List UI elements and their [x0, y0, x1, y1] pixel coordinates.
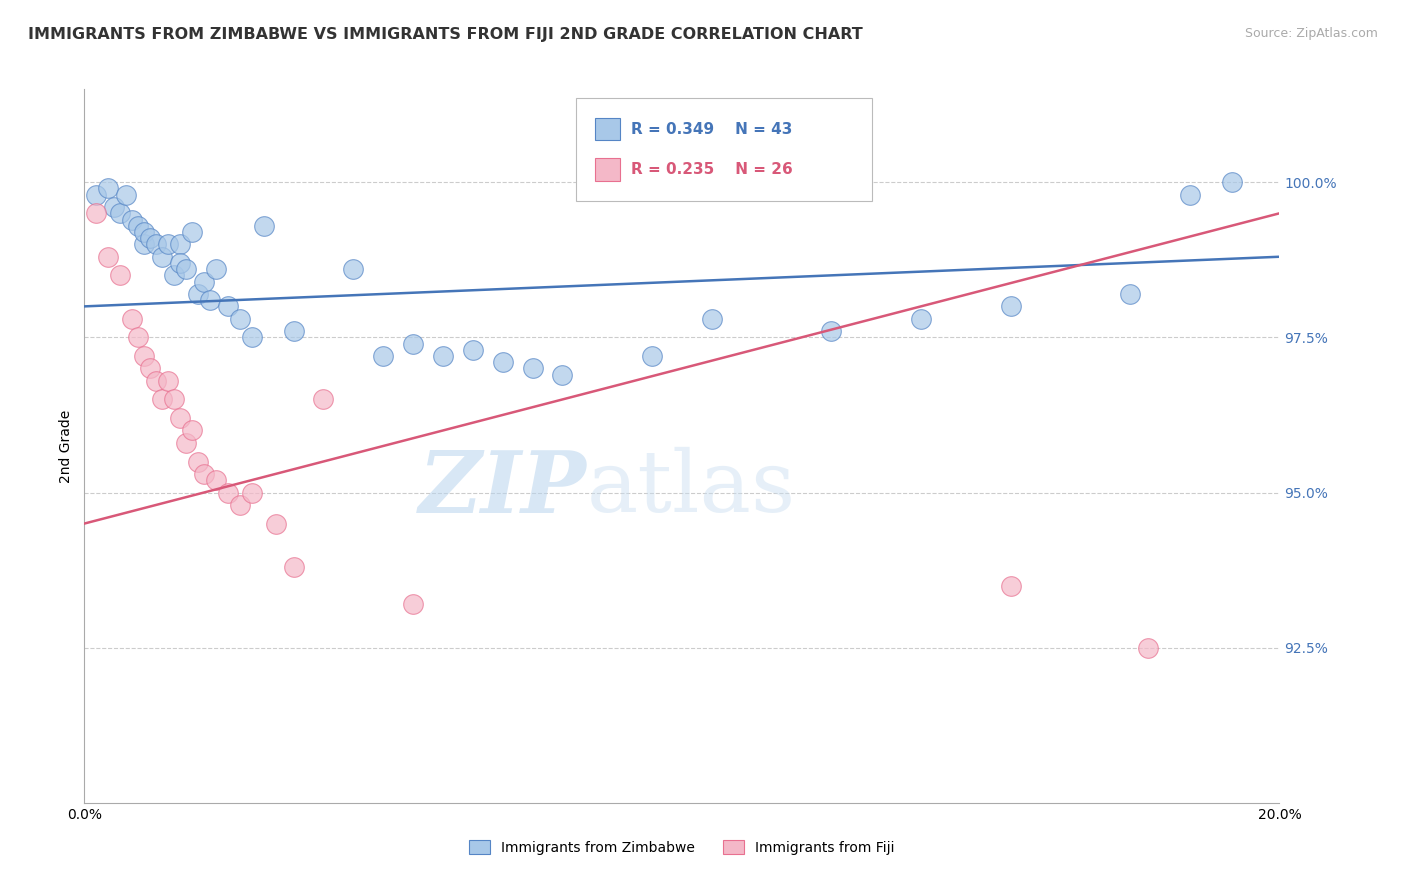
Point: [217, 299, 239, 313]
Y-axis label: 2nd Grade: 2nd Grade: [59, 409, 73, 483]
Point: [240, 485, 263, 500]
Point: [229, 311, 252, 326]
Point: [1000, 579, 1022, 593]
Point: [551, 368, 574, 382]
Point: [97, 181, 120, 195]
Point: [163, 392, 186, 407]
Point: [1178, 187, 1201, 202]
Point: [193, 467, 215, 481]
Point: [110, 206, 132, 220]
Point: [187, 287, 209, 301]
Point: [522, 361, 544, 376]
Point: [127, 330, 149, 344]
Point: [103, 200, 125, 214]
Point: [121, 311, 143, 326]
Text: ZIP: ZIP: [419, 447, 586, 531]
Point: [157, 237, 180, 252]
Point: [373, 349, 395, 363]
Point: [110, 268, 132, 283]
Point: [174, 262, 197, 277]
Point: [264, 516, 287, 531]
Point: [240, 330, 263, 344]
Point: [342, 262, 364, 277]
Point: [181, 424, 204, 438]
Text: atlas: atlas: [586, 447, 796, 531]
Point: [461, 343, 484, 357]
Point: [97, 250, 120, 264]
Point: [312, 392, 335, 407]
Point: [157, 374, 180, 388]
Point: [432, 349, 454, 363]
Point: [205, 262, 228, 277]
Point: [1220, 175, 1243, 189]
Point: [115, 187, 138, 202]
Point: [641, 349, 664, 363]
Point: [910, 311, 932, 326]
Point: [1119, 287, 1142, 301]
Point: [163, 268, 186, 283]
Point: [253, 219, 276, 233]
Point: [169, 411, 191, 425]
Point: [139, 361, 162, 376]
Point: [139, 231, 162, 245]
Point: [121, 212, 143, 227]
Point: [402, 597, 425, 611]
Point: [132, 349, 156, 363]
Text: R = 0.235    N = 26: R = 0.235 N = 26: [631, 162, 793, 177]
Point: [283, 560, 305, 574]
Text: IMMIGRANTS FROM ZIMBABWE VS IMMIGRANTS FROM FIJI 2ND GRADE CORRELATION CHART: IMMIGRANTS FROM ZIMBABWE VS IMMIGRANTS F…: [28, 27, 863, 42]
Point: [283, 324, 305, 338]
Point: [169, 256, 191, 270]
Point: [145, 374, 167, 388]
Point: [187, 454, 209, 468]
Point: [820, 324, 842, 338]
Point: [1137, 640, 1160, 655]
Point: [174, 436, 197, 450]
Point: [205, 473, 228, 487]
Point: [150, 392, 173, 407]
Point: [700, 311, 723, 326]
Text: R = 0.349    N = 43: R = 0.349 N = 43: [631, 122, 793, 136]
Point: [492, 355, 515, 369]
Point: [132, 237, 156, 252]
Point: [193, 275, 215, 289]
Point: [181, 225, 204, 239]
Point: [132, 225, 156, 239]
Text: Source: ZipAtlas.com: Source: ZipAtlas.com: [1244, 27, 1378, 40]
Point: [217, 485, 239, 500]
Point: [1000, 299, 1022, 313]
Point: [86, 187, 108, 202]
Point: [127, 219, 149, 233]
Point: [229, 498, 252, 512]
Point: [150, 250, 173, 264]
Point: [145, 237, 167, 252]
Point: [402, 336, 425, 351]
Point: [169, 237, 191, 252]
Legend: Immigrants from Zimbabwe, Immigrants from Fiji: Immigrants from Zimbabwe, Immigrants fro…: [464, 834, 900, 860]
Point: [198, 293, 221, 308]
Point: [86, 206, 108, 220]
